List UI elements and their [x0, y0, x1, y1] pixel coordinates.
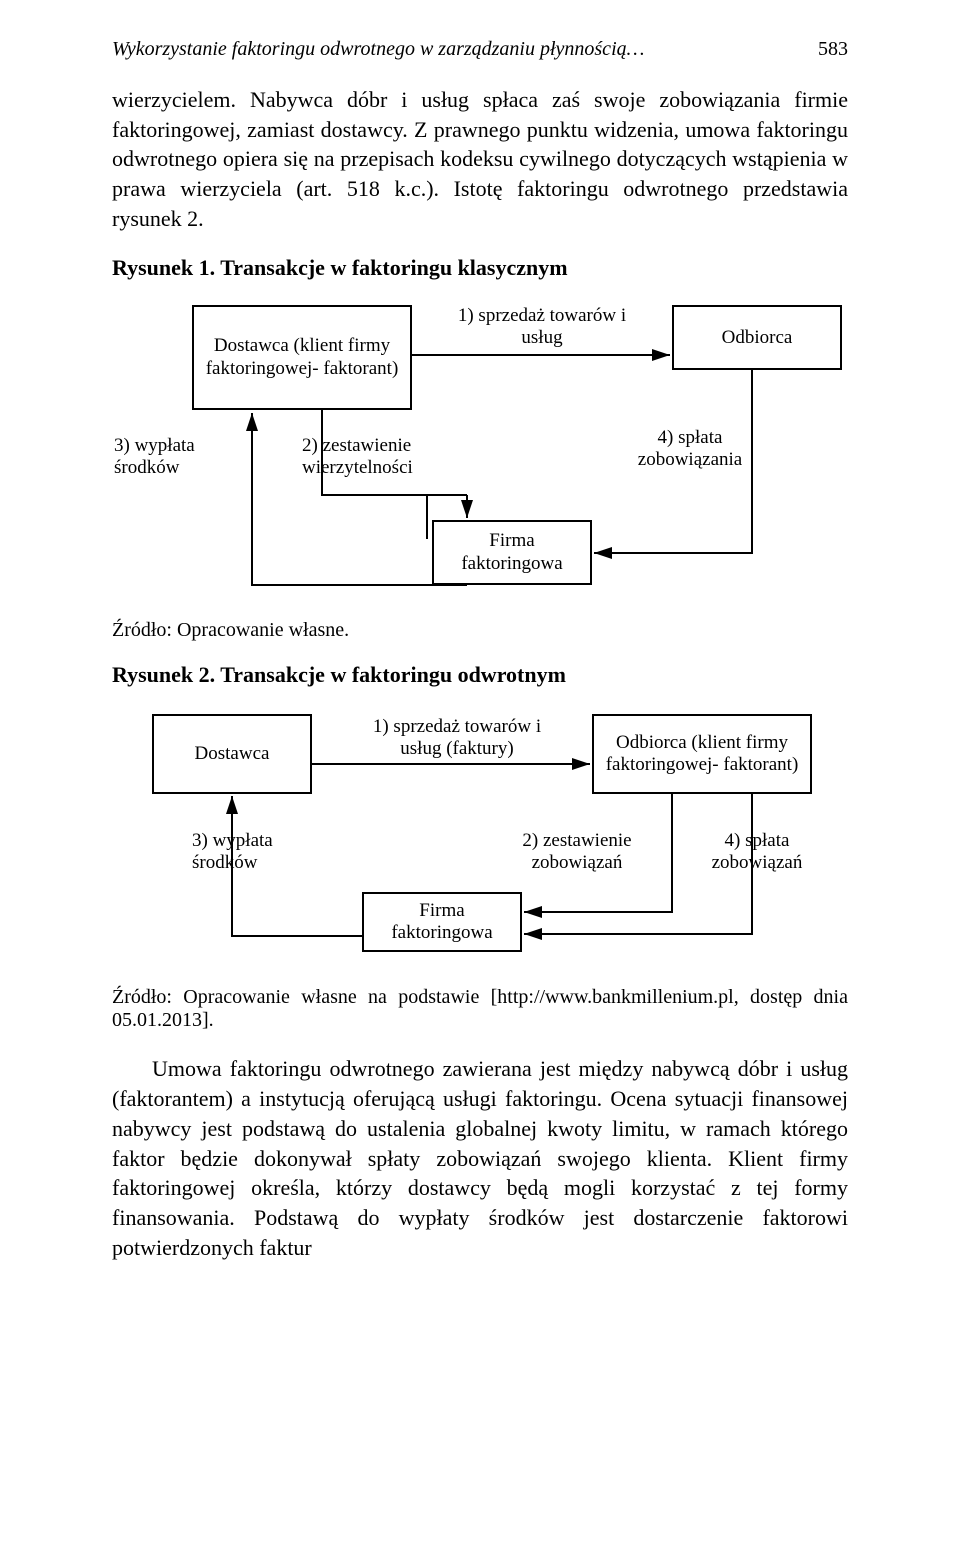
fig2-node-supplier-label: Dostawca	[195, 743, 270, 766]
fig1-edge2-label: 2) zestawienie wierzytelności	[302, 435, 452, 479]
fig2-edge3-label: 3) wypłata środków	[192, 830, 302, 874]
page-number: 583	[818, 38, 848, 61]
fig2-edge4-label: 4) spłata zobowiązań	[692, 830, 822, 874]
fig1-node-supplier: Dostawca (klient firmy faktoringowej- fa…	[192, 305, 412, 410]
fig1-node-receiver: Odbiorca	[672, 305, 842, 370]
paragraph-intro: wierzycielem. Nabywca dóbr i usług spłac…	[112, 85, 848, 233]
fig1-node-firm-label: Firma faktoringowa	[440, 530, 584, 576]
fig1-node-supplier-label: Dostawca (klient firmy faktoringowej- fa…	[200, 335, 404, 381]
figure1-diagram: Dostawca (klient firmy faktoringowej- fa…	[112, 295, 848, 615]
fig2-edge2-label: 2) zestawienie zobowiązań	[502, 830, 652, 874]
figure2-diagram: Dostawca Odbiorca (klient firmy faktorin…	[112, 702, 848, 982]
fig1-edge3-label: 3) wypłata środków	[114, 435, 209, 479]
figure1-source: Źródło: Opracowanie własne.	[112, 619, 848, 642]
page: Wykorzystanie faktoringu odwrotnego w za…	[0, 0, 960, 1561]
figure1-title: Rysunek 1. Transakcje w faktoringu klasy…	[112, 255, 848, 281]
figure2-source: Źródło: Opracowanie własne na podstawie …	[112, 986, 848, 1032]
fig1-node-receiver-label: Odbiorca	[722, 327, 793, 350]
fig1-edge1-label: 1) sprzedaż towarów i usług	[442, 305, 642, 349]
fig2-node-receiver-label: Odbiorca (klient firmy faktoringowej- fa…	[600, 732, 804, 778]
fig2-node-receiver: Odbiorca (klient firmy faktoringowej- fa…	[592, 714, 812, 794]
fig2-node-firm-label: Firma faktoringowa	[370, 900, 514, 946]
paragraph-after: Umowa faktoringu odwrotnego zawierana je…	[112, 1054, 848, 1262]
fig2-node-supplier: Dostawca	[152, 714, 312, 794]
fig1-node-firm: Firma faktoringowa	[432, 520, 592, 585]
fig1-edge4-label: 4) spłata zobowiązania	[620, 427, 760, 471]
running-head: Wykorzystanie faktoringu odwrotnego w za…	[112, 38, 848, 61]
running-title: Wykorzystanie faktoringu odwrotnego w za…	[112, 38, 812, 61]
figure2-title: Rysunek 2. Transakcje w faktoringu odwro…	[112, 662, 848, 688]
fig2-edge1-label: 1) sprzedaż towarów i usług (faktury)	[352, 716, 562, 760]
fig2-node-firm: Firma faktoringowa	[362, 892, 522, 952]
